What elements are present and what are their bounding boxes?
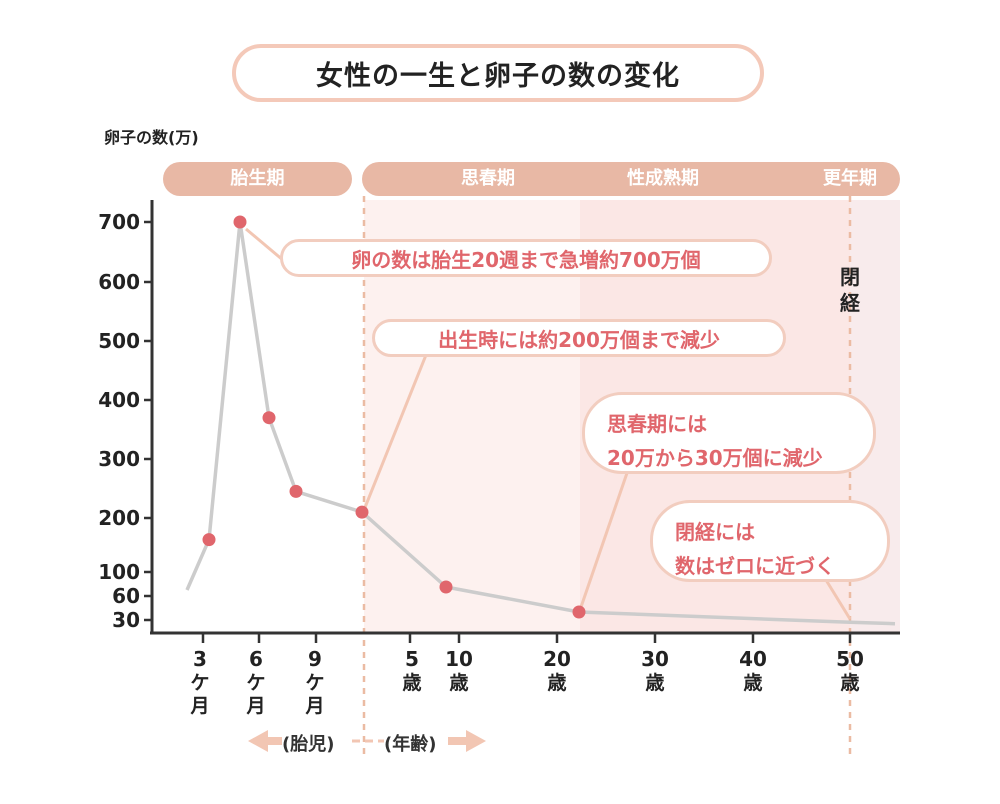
y-tick-label-30: 30: [112, 608, 140, 632]
callout-peak: 卵の数は胎生20週まで急増約700万個: [280, 239, 772, 277]
chart-title: 女性の一生と卵子の数の変化: [232, 44, 764, 102]
axis-note-age: (年齢): [384, 734, 437, 755]
data-point-6: [439, 580, 453, 594]
series-markers: [202, 215, 586, 619]
x-tick-unit-4-0: 歳: [449, 672, 469, 694]
x-tick-unit-7-0: 歳: [743, 672, 763, 694]
x-tick-label-6: 30: [641, 647, 669, 671]
callout-peak-text: 卵の数は胎生20週まで急増約700万個: [351, 247, 701, 272]
y-axis-label: 卵子の数(万): [104, 128, 199, 147]
y-tick-label-500: 500: [98, 329, 140, 353]
callout-birth-text: 出生時には約200万個まで減少: [438, 327, 720, 352]
x-tick-label-7: 40: [739, 647, 767, 671]
x-tick-label-0: 3: [193, 647, 207, 671]
y-tick-label-700: 700: [98, 210, 140, 234]
band-label-menopause-period: 更年期: [823, 168, 877, 189]
y-tick-label-200: 200: [98, 506, 140, 530]
band-label-puberty: 思春期: [461, 168, 515, 189]
series-line: [185, 220, 896, 626]
pointer-menopause: [824, 579, 852, 620]
x-tick-marks: [201, 633, 852, 643]
data-point-3: [262, 411, 276, 425]
callout-menopause-line1: 閉経には: [675, 520, 755, 544]
callout-menopause: 閉経には 数はゼロに近づく: [650, 500, 890, 582]
callout-puberty-line1: 思春期には: [607, 412, 707, 436]
arrow-left-icon: [248, 730, 268, 752]
pointer-puberty: [578, 472, 629, 611]
y-tick-label-600: 600: [98, 270, 140, 294]
y-tick-label-400: 400: [98, 388, 140, 412]
callout-puberty: 思春期には 20万から30万個に減少: [582, 392, 876, 474]
x-tick-unit-2-1: 月: [305, 695, 325, 717]
band-fetal-bar: [163, 162, 352, 196]
callout-birth: 出生時には約200万個まで減少: [372, 319, 786, 357]
callout-puberty-line2: 20万から30万個に減少: [607, 446, 823, 470]
data-point-1: [202, 533, 216, 547]
menopause-label: 閉経: [840, 265, 860, 315]
data-point-4: [289, 484, 303, 498]
y-tick-label-60: 60: [112, 584, 140, 608]
x-tick-unit-8-0: 歳: [840, 672, 860, 694]
x-tick-unit-2-0: ケ: [305, 672, 325, 694]
x-tick-unit-5-0: 歳: [547, 672, 567, 694]
x-tick-unit-0-1: 月: [190, 695, 210, 717]
x-tick-label-1: 6: [249, 647, 263, 671]
x-tick-label-5: 20: [543, 647, 571, 671]
y-tick-label-300: 300: [98, 447, 140, 471]
x-tick-label-8: 50: [836, 647, 864, 671]
arrow-right-icon: [466, 730, 486, 752]
x-tick-unit-6-0: 歳: [645, 672, 665, 694]
y-tick-marks: [144, 220, 152, 622]
x-tick-unit-3-0: 歳: [402, 672, 422, 694]
x-tick-label-2: 9: [308, 647, 322, 671]
x-tick-label-3: 5: [405, 647, 419, 671]
pointer-200: [362, 349, 430, 511]
x-tick-unit-1-0: ケ: [246, 672, 266, 694]
data-point-7: [572, 605, 586, 619]
data-point-5: [355, 505, 369, 519]
data-point-2: [233, 215, 247, 229]
band-label-maturity: 性成熟期: [627, 168, 699, 189]
x-tick-label-4: 10: [445, 647, 473, 671]
x-tick-unit-1-1: 月: [246, 695, 266, 717]
y-tick-label-100: 100: [98, 560, 140, 584]
callout-menopause-line2: 数はゼロに近づく: [675, 554, 835, 578]
band-postnatal-bar: [362, 162, 900, 196]
x-tick-unit-0-0: ケ: [190, 672, 210, 694]
axis-note-fetal: (胎児): [282, 734, 335, 755]
band-label-fetal: 胎生期: [230, 168, 285, 189]
